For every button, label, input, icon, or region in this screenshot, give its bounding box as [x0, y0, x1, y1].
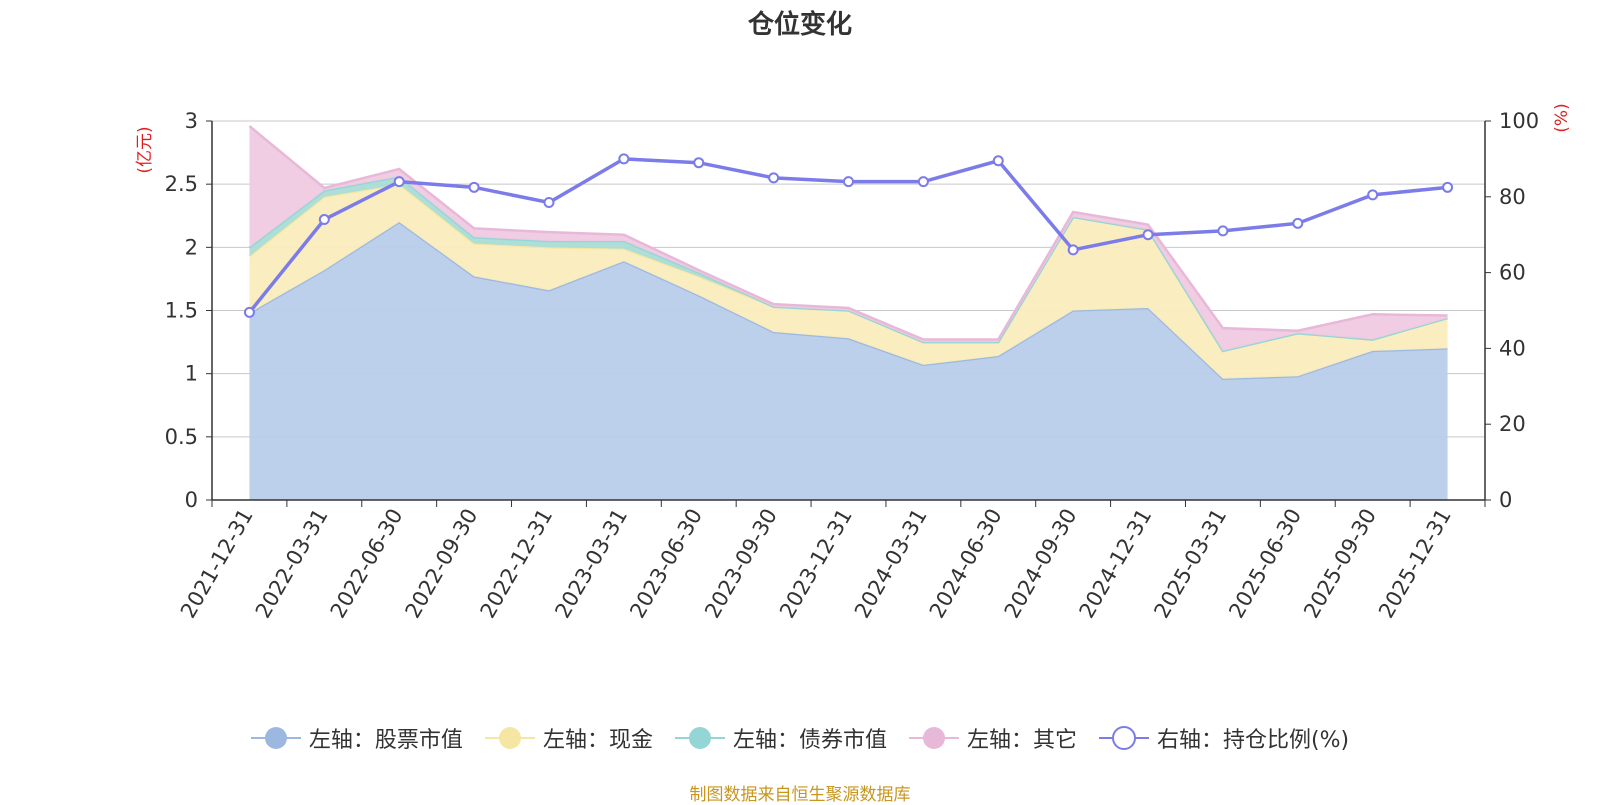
legend-label: 左轴：股票市值 [308, 728, 463, 753]
left-axis-unit: (亿元) [135, 126, 155, 173]
data-point [543, 196, 555, 208]
data-point [1217, 225, 1229, 237]
data-point [917, 176, 929, 188]
left-axis-tick-label: 2 [185, 235, 198, 259]
x-axis-tick-label: 2024-03-31 [850, 505, 932, 623]
legend-item[interactable]: 右轴：持仓比例(%) [1098, 722, 1350, 754]
legend-symbol [908, 727, 959, 749]
right-axis-tick-label: 100 [1499, 109, 1539, 133]
x-axis-tick-label: 2025-06-30 [1224, 505, 1306, 623]
right-axis-tick-label: 60 [1499, 261, 1526, 285]
x-axis-tick-label: 2024-06-30 [925, 504, 1007, 622]
data-point [843, 176, 854, 188]
x-axis-tick-label: 2022-09-30 [401, 505, 483, 623]
data-point [1367, 189, 1379, 201]
left-axis-tick-label: 0 [185, 488, 198, 512]
x-axis-tick-label: 2022-12-31 [475, 505, 557, 623]
legend-label: 左轴：现金 [542, 728, 653, 753]
data-point [243, 306, 255, 318]
legend-symbol [1098, 726, 1149, 750]
left-axis-tick-label: 1 [185, 362, 198, 386]
area-左轴：其它 [249, 126, 1448, 351]
x-axis-tick-label: 2022-03-31 [251, 505, 333, 623]
data-source-footer: 制图数据来自恒生聚源数据库 [689, 785, 911, 805]
legend-label: 左轴：债券市值 [732, 728, 887, 753]
data-point [1442, 181, 1454, 193]
x-axis-tick-label: 2022-06-30 [326, 505, 408, 623]
left-axis-tick-label: 1.5 [165, 299, 198, 323]
right-axis-tick-label: 0 [1499, 488, 1512, 512]
legend-item[interactable]: 左轴：股票市值 [250, 722, 463, 754]
right-axis-tick-label: 20 [1499, 412, 1526, 436]
x-axis-tick-label: 2024-12-31 [1075, 505, 1157, 623]
chart-legend: 左轴：股票市值 左轴：现金 左轴：债券市值 左轴：其它 右轴：持仓比例(%) [0, 722, 1600, 754]
data-point [768, 172, 780, 184]
area-line-左轴：其它 [248, 125, 1448, 341]
data-point [1067, 244, 1079, 256]
x-axis-tick-label: 2025-09-30 [1299, 505, 1381, 623]
legend-label: 右轴：持仓比例(%) [1156, 728, 1350, 753]
x-axis-tick-label: 2023-12-31 [775, 505, 857, 623]
x-axis-tick-label: 2024-09-30 [1000, 505, 1082, 623]
x-axis-tick-label: 2023-03-31 [550, 505, 632, 623]
x-axis-tick-label: 2023-09-30 [700, 505, 782, 623]
data-point [318, 214, 330, 226]
legend-item[interactable]: 左轴：债券市值 [674, 722, 887, 754]
right-axis-unit: (%) [1552, 103, 1572, 132]
x-axis-tick-label: 2023-06-30 [625, 505, 707, 623]
legend-item[interactable]: 左轴：现金 [484, 722, 653, 754]
x-axis-tick-label: 2025-03-31 [1149, 505, 1231, 623]
right-axis-tick-label: 80 [1499, 185, 1526, 209]
right-axis-tick-label: 40 [1499, 336, 1526, 360]
legend-label: 左轴：其它 [966, 728, 1077, 753]
data-point [992, 155, 1004, 167]
data-point [1142, 229, 1154, 241]
left-axis-tick-label: 3 [185, 109, 198, 133]
legend-symbol [674, 727, 725, 749]
legend-symbol [250, 727, 301, 749]
data-point [468, 181, 480, 193]
x-axis-tick-label: 2021-12-31 [176, 505, 258, 623]
data-point [693, 157, 705, 169]
chart-title: 仓位变化 [747, 10, 852, 40]
data-point [1292, 217, 1304, 229]
data-point [393, 176, 405, 188]
left-axis-tick-label: 2.5 [165, 172, 198, 196]
legend-item[interactable]: 左轴：其它 [908, 722, 1077, 754]
legend-symbol [484, 727, 535, 749]
left-axis-tick-label: 0.5 [165, 425, 198, 449]
data-point [618, 153, 630, 165]
x-axis-tick-label: 2025-12-31 [1374, 505, 1456, 623]
